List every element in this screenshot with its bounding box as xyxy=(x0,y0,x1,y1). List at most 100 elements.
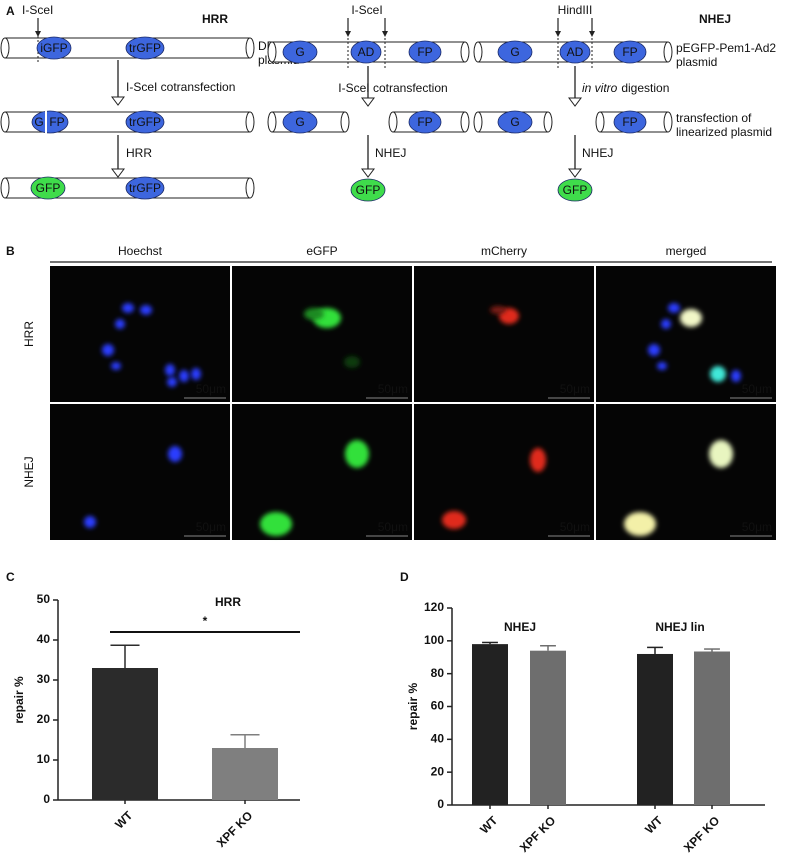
cell xyxy=(84,516,96,528)
gene-label: FP xyxy=(417,45,432,59)
plasmid-end xyxy=(0,177,10,199)
bar xyxy=(92,668,158,800)
gene-label: GFP xyxy=(36,181,61,195)
gene xyxy=(613,40,647,64)
gene xyxy=(350,178,386,202)
column-header: Hoechst xyxy=(118,244,163,258)
y-axis-label: repair % xyxy=(12,676,26,724)
cut-head xyxy=(345,31,351,37)
panel-label: B xyxy=(6,244,15,258)
row-label: HRR xyxy=(22,321,36,347)
label: linearized plasmid xyxy=(676,125,772,139)
panel-label: C xyxy=(6,570,15,584)
label: FP xyxy=(49,115,64,129)
y-tick-label: 10 xyxy=(37,752,51,766)
gene xyxy=(408,110,442,134)
panel-label: D xyxy=(400,570,409,584)
cell xyxy=(179,370,189,382)
y-tick-label: 120 xyxy=(424,600,444,614)
plasmid-end xyxy=(473,41,483,63)
cell xyxy=(710,366,726,382)
scale-bar-label: 50μm xyxy=(560,382,590,396)
gene xyxy=(36,36,72,60)
gene-label: trGFP xyxy=(129,181,161,195)
cell xyxy=(168,446,182,462)
cell xyxy=(122,303,134,313)
x-tick-label: WT xyxy=(477,813,501,837)
cell xyxy=(661,319,671,329)
gene xyxy=(497,110,533,134)
arrow-head xyxy=(361,168,375,178)
scale-bar-label: 50μm xyxy=(378,382,408,396)
plasmid-end xyxy=(0,111,10,133)
cut-head xyxy=(382,31,388,37)
label: I-SceI cotransfection xyxy=(126,80,235,94)
panel-title: NHEJ xyxy=(699,12,731,26)
label: I-SceI xyxy=(22,3,53,17)
label: HindIII xyxy=(558,3,593,17)
micrograph xyxy=(232,266,412,402)
scale-bar-label: 50μm xyxy=(560,520,590,534)
scale-bar-label: 50μm xyxy=(196,382,226,396)
bar xyxy=(530,650,566,805)
micrograph xyxy=(596,404,776,540)
plasmid-end xyxy=(267,111,277,133)
arrow-head xyxy=(111,168,125,178)
gene-label: GFP xyxy=(563,183,588,197)
micrograph xyxy=(232,404,412,540)
arrow-head xyxy=(111,96,125,106)
x-tick-label: XPF KO xyxy=(517,813,558,854)
gene-label: G xyxy=(295,45,304,59)
gene-label: AD xyxy=(567,45,584,59)
x-tick-label: WT xyxy=(112,808,136,832)
arrow-head xyxy=(568,97,582,107)
scale-bar-label: 50μm xyxy=(378,520,408,534)
chart-title: HRR xyxy=(215,595,241,609)
gene-label: iGFP xyxy=(40,41,67,55)
panel-title: HRR xyxy=(202,12,228,26)
gene xyxy=(559,40,591,64)
gene-label: G xyxy=(510,45,519,59)
bar xyxy=(212,748,278,800)
gene-label: trGFP xyxy=(129,41,161,55)
gene-label: trGFP xyxy=(129,115,161,129)
cell xyxy=(709,440,733,468)
plasmid-end xyxy=(245,37,255,59)
step-text: digestion xyxy=(621,81,669,95)
cell xyxy=(115,319,125,329)
plasmid-end xyxy=(0,37,10,59)
x-tick-label: XPF KO xyxy=(681,813,722,854)
label: transfection of xyxy=(676,111,752,125)
gene xyxy=(350,40,382,64)
plasmid-end xyxy=(460,111,470,133)
cell xyxy=(657,362,667,370)
group-title: NHEJ xyxy=(504,620,536,634)
plasmid-end xyxy=(460,41,470,63)
cut-head xyxy=(555,31,561,37)
plasmid-end xyxy=(663,111,673,133)
column-header: eGFP xyxy=(306,244,337,258)
y-tick-label: 40 xyxy=(37,632,51,646)
bar xyxy=(694,651,730,805)
cut-head xyxy=(35,31,41,37)
bar xyxy=(637,653,673,805)
column-header: merged xyxy=(666,244,707,258)
arrow-head xyxy=(568,168,582,178)
significance: * xyxy=(203,614,208,628)
panel-label: A xyxy=(6,4,15,18)
gene xyxy=(125,110,165,134)
gene xyxy=(282,110,318,134)
label: pEGFP-Pem1-Ad2 xyxy=(676,41,776,55)
cell xyxy=(648,344,660,356)
micrograph xyxy=(50,404,230,540)
gene xyxy=(557,178,593,202)
scale-bar-label: 50μm xyxy=(742,382,772,396)
y-axis-label: repair % xyxy=(406,682,420,730)
gene xyxy=(125,36,165,60)
plasmid-end xyxy=(595,111,605,133)
gene xyxy=(282,40,318,64)
y-tick-label: 20 xyxy=(431,764,445,778)
cell xyxy=(167,377,177,387)
gene-label: FP xyxy=(622,115,637,129)
